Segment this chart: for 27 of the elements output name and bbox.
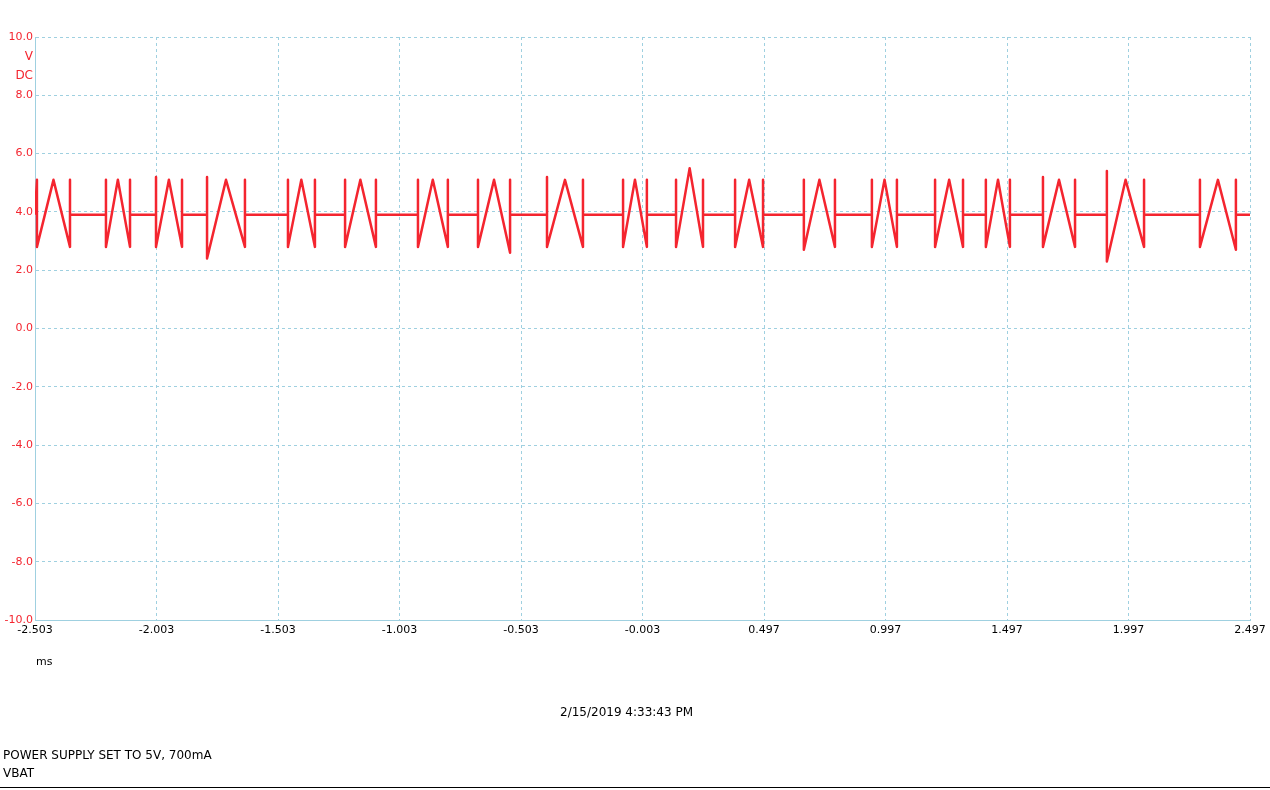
x-tick-label: -1.003 (381, 623, 418, 637)
x-tick-label: 0.997 (869, 623, 902, 637)
y-tick-label: 6.0 (15, 146, 33, 160)
x-tick-label: -2.503 (17, 623, 53, 637)
x-axis-title: ms (36, 655, 53, 668)
x-tick-label: -0.003 (624, 623, 661, 637)
text: POWER SUPPLY SET TO 5V, 700mA (3, 748, 212, 762)
y-axis-title: V DC (14, 48, 33, 84)
y-tick-label: -8.0 (11, 554, 33, 568)
x-tick-label: 1.497 (991, 623, 1023, 637)
y-tick-label: -6.0 (11, 496, 33, 510)
y-tick-label: 0.0 (15, 321, 33, 335)
y-tick-label: 2.0 (15, 263, 33, 277)
y-tick-label: -2.0 (11, 379, 33, 393)
y-tick-label: -10.0 (4, 612, 33, 626)
y-tick-label: 8.0 (15, 88, 33, 102)
x-tick-label: 2.497 (1234, 623, 1266, 637)
x-tick-label: -2.003 (138, 623, 175, 637)
y-tick-label: 4.0 (15, 204, 33, 218)
y-tick-label: -4.0 (11, 437, 33, 451)
text: VBAT (3, 766, 35, 780)
x-tick-label: 0.497 (748, 623, 780, 637)
text: 2/15/2019 4:33:43 PM (560, 705, 694, 719)
y-tick-label: 10.0 (8, 29, 33, 43)
x-tick-label: 1.997 (1112, 623, 1145, 637)
x-tick-label: -0.503 (503, 623, 539, 637)
x-tick-label: -1.503 (260, 623, 296, 637)
